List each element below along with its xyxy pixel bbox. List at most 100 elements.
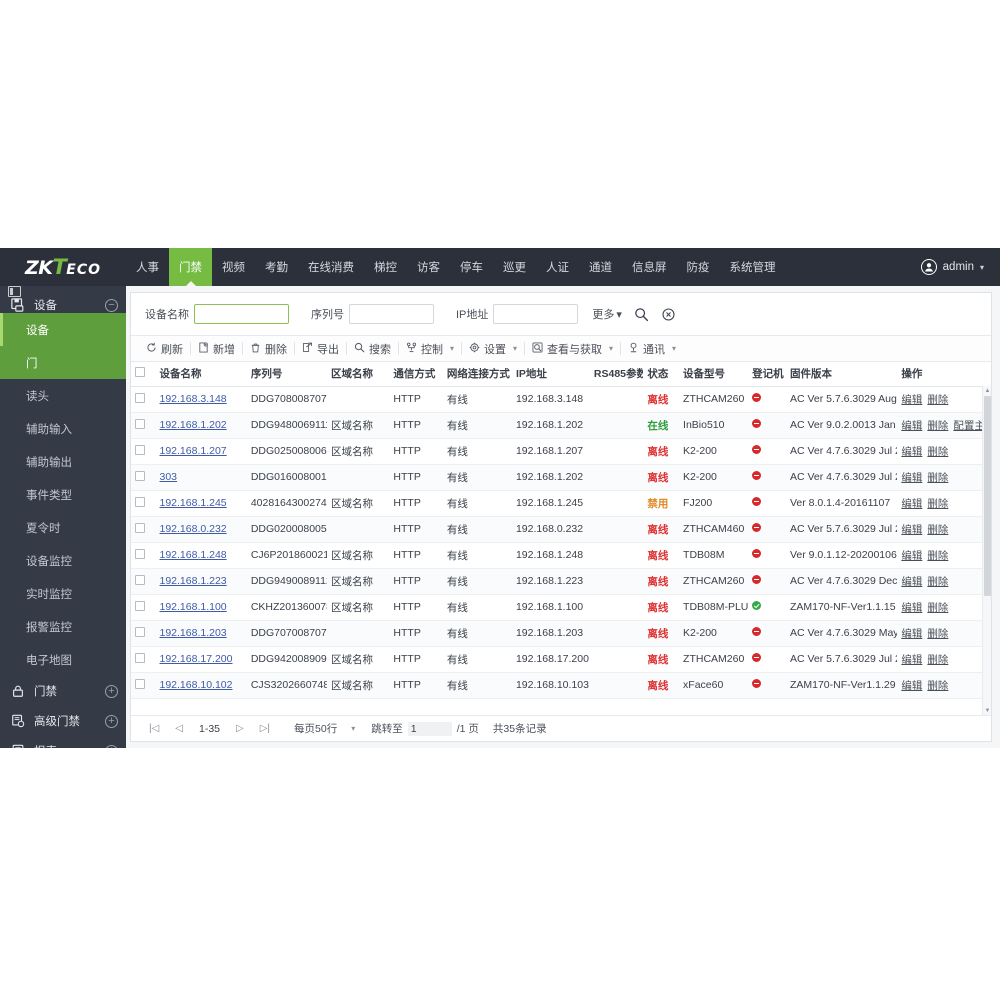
row-action-0[interactable]: 编辑 bbox=[901, 393, 923, 406]
row-action-1[interactable]: 删除 bbox=[927, 393, 949, 406]
row-checkbox[interactable] bbox=[135, 626, 145, 637]
scroll-up-arrow[interactable]: ▲ bbox=[984, 387, 991, 394]
toolbar-button-0[interactable]: 刷新 bbox=[139, 339, 190, 359]
row-action-1[interactable]: 删除 bbox=[927, 575, 949, 588]
collapse-icon[interactable]: − bbox=[105, 298, 118, 312]
row-action-0[interactable]: 编辑 bbox=[901, 627, 923, 640]
col-status[interactable]: 状态 bbox=[643, 362, 680, 387]
scroll-down-arrow[interactable]: ▼ bbox=[984, 707, 991, 714]
clear-filters-button[interactable] bbox=[661, 307, 676, 322]
table-row[interactable]: 192.168.3.148DDG708008707214HTTP有线192.16… bbox=[131, 386, 991, 413]
row-action-1[interactable]: 删除 bbox=[927, 523, 949, 536]
search-submit-button[interactable] bbox=[634, 307, 649, 322]
page-size-select[interactable]: 每页50行 ▾ bbox=[294, 721, 355, 736]
nav-item-0[interactable]: 人事 bbox=[126, 248, 169, 286]
table-row[interactable]: 192.168.1.100 CKHZ201360078 区域名称 HTTP 有线 192.… bbox=[131, 594, 991, 621]
row-action-0[interactable]: 编辑 bbox=[901, 445, 923, 458]
col-rs485[interactable]: RS485参数 bbox=[589, 362, 644, 387]
toolbar-button-7[interactable]: 查看与获取 ▾ bbox=[525, 339, 620, 359]
row-checkbox[interactable] bbox=[135, 652, 145, 663]
zkteco-logo[interactable]: ZKTECO bbox=[0, 248, 126, 286]
table-row[interactable]: 192.168.1.223 DDG9490089112 区域名称 HTTP 有线 192.… bbox=[131, 568, 991, 595]
sidebar-item-5[interactable]: 事件类型 bbox=[0, 478, 126, 511]
nav-item-3[interactable]: 考勤 bbox=[255, 248, 298, 286]
row-checkbox[interactable] bbox=[135, 392, 145, 403]
row-action-0[interactable]: 编辑 bbox=[901, 653, 923, 666]
device-name-link[interactable]: 192.168.1.100 bbox=[159, 601, 227, 613]
toolbar-button-4[interactable]: 搜索 bbox=[347, 339, 398, 359]
sidebar-item-3[interactable]: 辅助输入 bbox=[0, 412, 126, 445]
nav-item-9[interactable]: 人证 bbox=[536, 248, 579, 286]
device-name-input[interactable] bbox=[194, 304, 289, 324]
more-filters-button[interactable]: 更多 ▾ bbox=[592, 306, 622, 322]
device-name-link[interactable]: 192.168.0.232 bbox=[159, 523, 227, 535]
row-checkbox[interactable] bbox=[135, 444, 145, 455]
row-action-1[interactable]: 删除 bbox=[927, 549, 949, 562]
chevron-down-icon[interactable]: ▾ bbox=[672, 344, 677, 353]
row-checkbox[interactable] bbox=[135, 496, 145, 507]
sidebar-item-7[interactable]: 设备监控 bbox=[0, 544, 126, 577]
col-firmware[interactable]: 固件版本 bbox=[785, 362, 898, 387]
first-page-button[interactable]: |◁ bbox=[149, 723, 160, 734]
nav-item-5[interactable]: 梯控 bbox=[364, 248, 407, 286]
toolbar-button-2[interactable]: 删除 bbox=[243, 339, 294, 359]
nav-item-11[interactable]: 信息屏 bbox=[622, 248, 677, 286]
row-checkbox[interactable] bbox=[135, 522, 145, 533]
device-name-link[interactable]: 192.168.1.203 bbox=[159, 627, 227, 639]
sidebar-bottom-group-1[interactable]: 高级门禁 + bbox=[0, 706, 126, 736]
nav-item-8[interactable]: 巡更 bbox=[493, 248, 536, 286]
toolbar-button-5[interactable]: 控制 ▾ bbox=[399, 339, 461, 359]
table-vertical-scrollbar[interactable]: ▲ ▼ bbox=[982, 386, 991, 715]
table-row[interactable]: 192.168.17.200DDG94200890910区域名称HTTP有线19… bbox=[131, 646, 991, 673]
row-action-1[interactable]: 删除 bbox=[927, 497, 949, 510]
row-action-0[interactable]: 编辑 bbox=[901, 549, 923, 562]
col-device-name[interactable]: 设备名称 bbox=[155, 362, 247, 387]
row-checkbox[interactable] bbox=[135, 678, 145, 689]
next-page-button[interactable]: ▷ bbox=[236, 723, 244, 734]
nav-item-7[interactable]: 停车 bbox=[450, 248, 493, 286]
table-row[interactable]: 192.168.0.232DDG020008005092HTTP有线192.16… bbox=[131, 516, 991, 543]
jump-page-input[interactable] bbox=[407, 721, 452, 736]
chevron-down-icon[interactable]: ▾ bbox=[609, 344, 614, 353]
row-action-0[interactable]: 编辑 bbox=[901, 523, 923, 536]
nav-item-1[interactable]: 门禁 bbox=[169, 248, 212, 286]
row-action-1[interactable]: 删除 bbox=[927, 445, 949, 458]
col-net-mode[interactable]: 网络连接方式 bbox=[442, 362, 512, 387]
scrollbar-thumb[interactable] bbox=[984, 396, 991, 596]
row-checkbox[interactable] bbox=[135, 470, 145, 481]
row-action-0[interactable]: 编辑 bbox=[901, 497, 923, 510]
row-action-1[interactable]: 删除 bbox=[927, 419, 949, 432]
sidebar-item-9[interactable]: 报警监控 bbox=[0, 610, 126, 643]
nav-item-4[interactable]: 在线消费 bbox=[298, 248, 364, 286]
nav-item-13[interactable]: 系统管理 bbox=[720, 248, 786, 286]
row-action-1[interactable]: 删除 bbox=[927, 601, 949, 614]
col-serial[interactable]: 序列号 bbox=[246, 362, 328, 387]
last-page-button[interactable]: ▷| bbox=[259, 723, 271, 734]
device-name-link[interactable]: 192.168.1.248 bbox=[159, 549, 227, 561]
col-register-machine[interactable]: 登记机 bbox=[748, 362, 786, 387]
expand-icon[interactable]: + bbox=[105, 714, 118, 728]
expand-icon[interactable]: + bbox=[105, 744, 118, 748]
device-name-link[interactable]: 192.168.3.148 bbox=[159, 393, 227, 405]
col-operations[interactable]: 操作 bbox=[897, 362, 991, 387]
sidebar-group-device[interactable]: 设备 − bbox=[0, 297, 126, 313]
sidebar-item-6[interactable]: 夏令时 bbox=[0, 511, 126, 544]
row-action-0[interactable]: 编辑 bbox=[901, 419, 923, 432]
device-name-link[interactable]: 192.168.17.200 bbox=[159, 653, 233, 665]
sidebar-item-10[interactable]: 电子地图 bbox=[0, 643, 126, 676]
row-action-1[interactable]: 删除 bbox=[927, 679, 949, 692]
table-row[interactable]: 192.168.1.202DDG94800691115区域名称HTTP有线192… bbox=[131, 412, 991, 439]
col-device-model[interactable]: 设备型号 bbox=[679, 362, 749, 387]
serial-input[interactable] bbox=[349, 304, 434, 324]
prev-page-button[interactable]: ◁ bbox=[175, 723, 183, 734]
sidebar-item-1[interactable]: 门 bbox=[0, 346, 126, 379]
nav-item-2[interactable]: 视频 bbox=[212, 248, 255, 286]
table-row[interactable]: 192.168.1.207DDG02500800602区域名称HTTP有线192… bbox=[131, 438, 991, 465]
select-all-checkbox[interactable] bbox=[135, 367, 145, 378]
chevron-down-icon[interactable]: ▾ bbox=[450, 344, 455, 353]
expand-icon[interactable]: + bbox=[105, 684, 118, 698]
sidebar-item-2[interactable]: 读头 bbox=[0, 379, 126, 412]
row-action-2[interactable]: 配置主设备 bbox=[953, 419, 991, 432]
row-action-0[interactable]: 编辑 bbox=[901, 601, 923, 614]
